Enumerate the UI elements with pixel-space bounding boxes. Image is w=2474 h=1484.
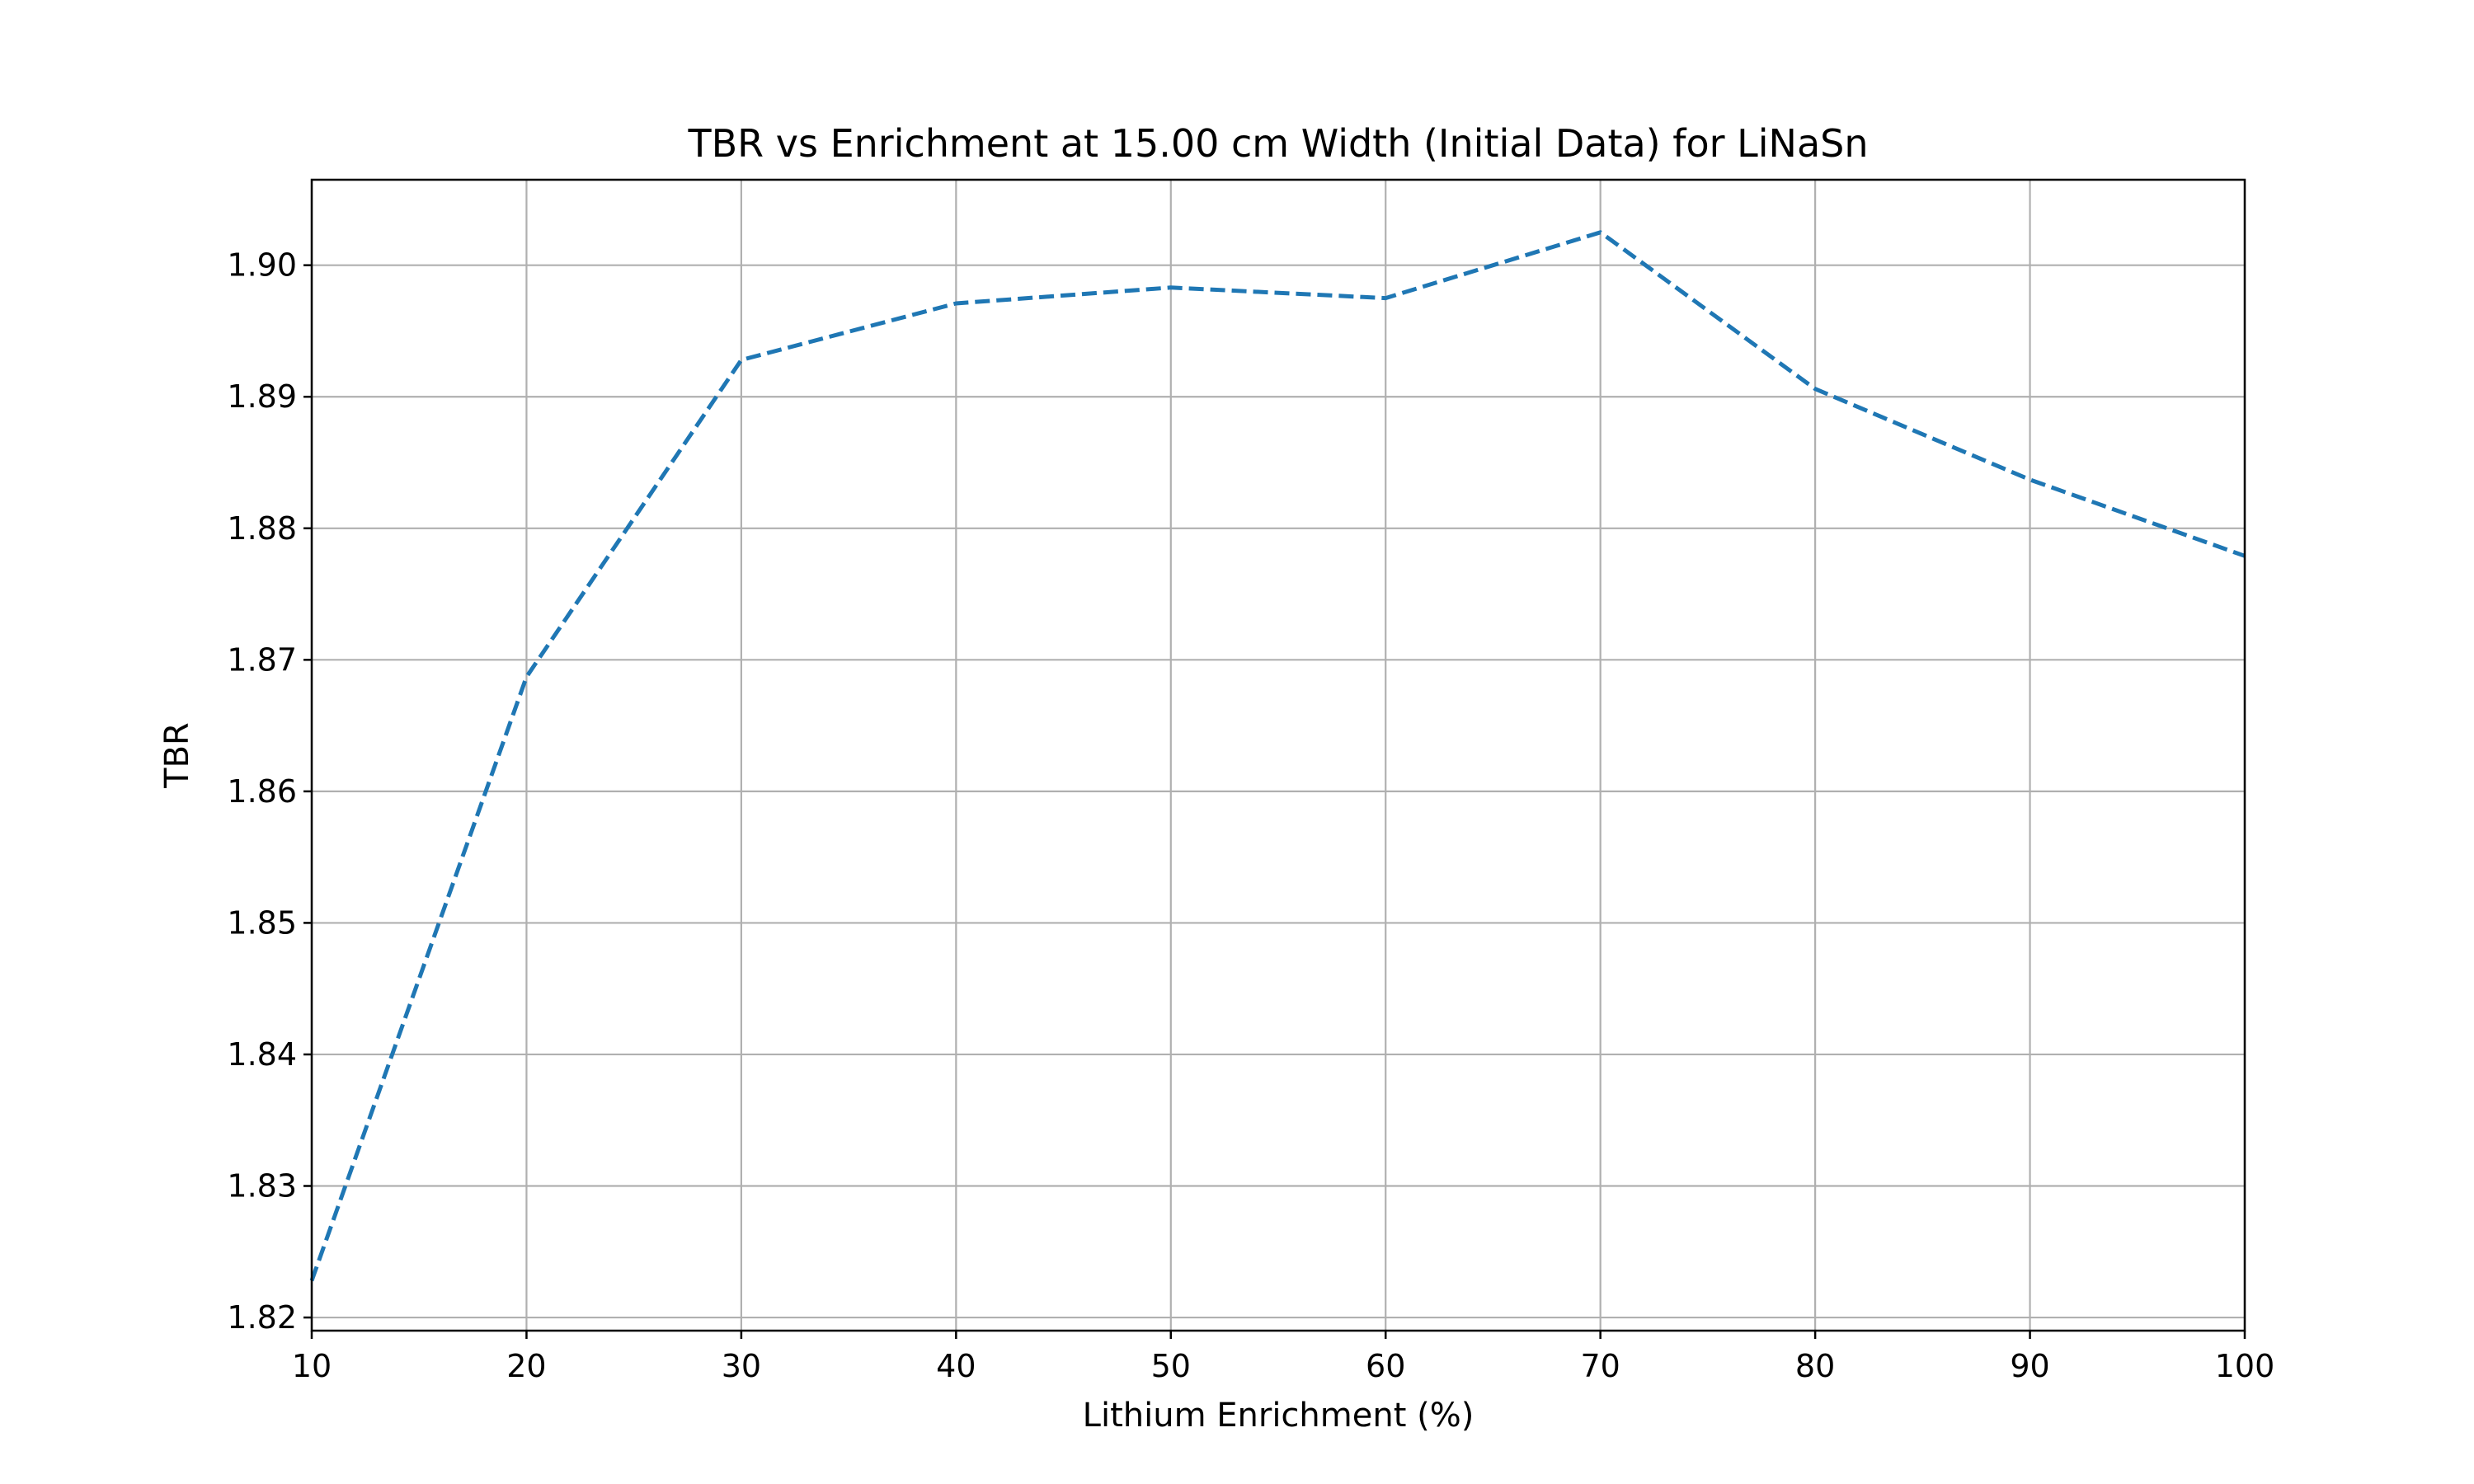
series-line — [309, 230, 2246, 1282]
y-axis-label: TBR — [158, 722, 196, 789]
chart-title: TBR vs Enrichment at 15.00 cm Width (Ini… — [688, 121, 1869, 166]
grid-lines — [310, 180, 2246, 1331]
x-tick-label: 70 — [1580, 1348, 1620, 1384]
x-tick-label: 50 — [1151, 1348, 1191, 1384]
axis-ticks: 10 20 30 40 50 60 70 80 90 100 1.82 1.83 1.84 1.85 1.8… — [227, 247, 2274, 1384]
y-tick-label: 1.90 — [227, 247, 297, 284]
plot-frame — [310, 178, 2246, 1332]
y-tick-label: 1.86 — [227, 773, 297, 810]
x-tick-label: 20 — [506, 1348, 546, 1384]
y-tick-label: 1.87 — [227, 641, 297, 678]
y-tick-label: 1.82 — [227, 1299, 297, 1336]
y-tick-label: 1.89 — [227, 378, 297, 415]
x-tick-label: 40 — [936, 1348, 976, 1384]
x-tick-label: 90 — [2010, 1348, 2049, 1384]
series-layer — [309, 230, 2246, 1282]
x-tick-label: 30 — [722, 1348, 761, 1384]
x-tick-label: 60 — [1366, 1348, 1405, 1384]
y-tick-label: 1.84 — [227, 1036, 297, 1073]
y-tick-label: 1.83 — [227, 1168, 297, 1205]
x-tick-label: 100 — [2215, 1348, 2275, 1384]
x-tick-label: 10 — [292, 1348, 332, 1384]
x-axis-label: Lithium Enrichment (%) — [1083, 1397, 1475, 1435]
y-tick-label: 1.85 — [227, 904, 297, 941]
y-tick-label: 1.88 — [227, 510, 297, 547]
x-tick-label: 80 — [1795, 1348, 1835, 1384]
